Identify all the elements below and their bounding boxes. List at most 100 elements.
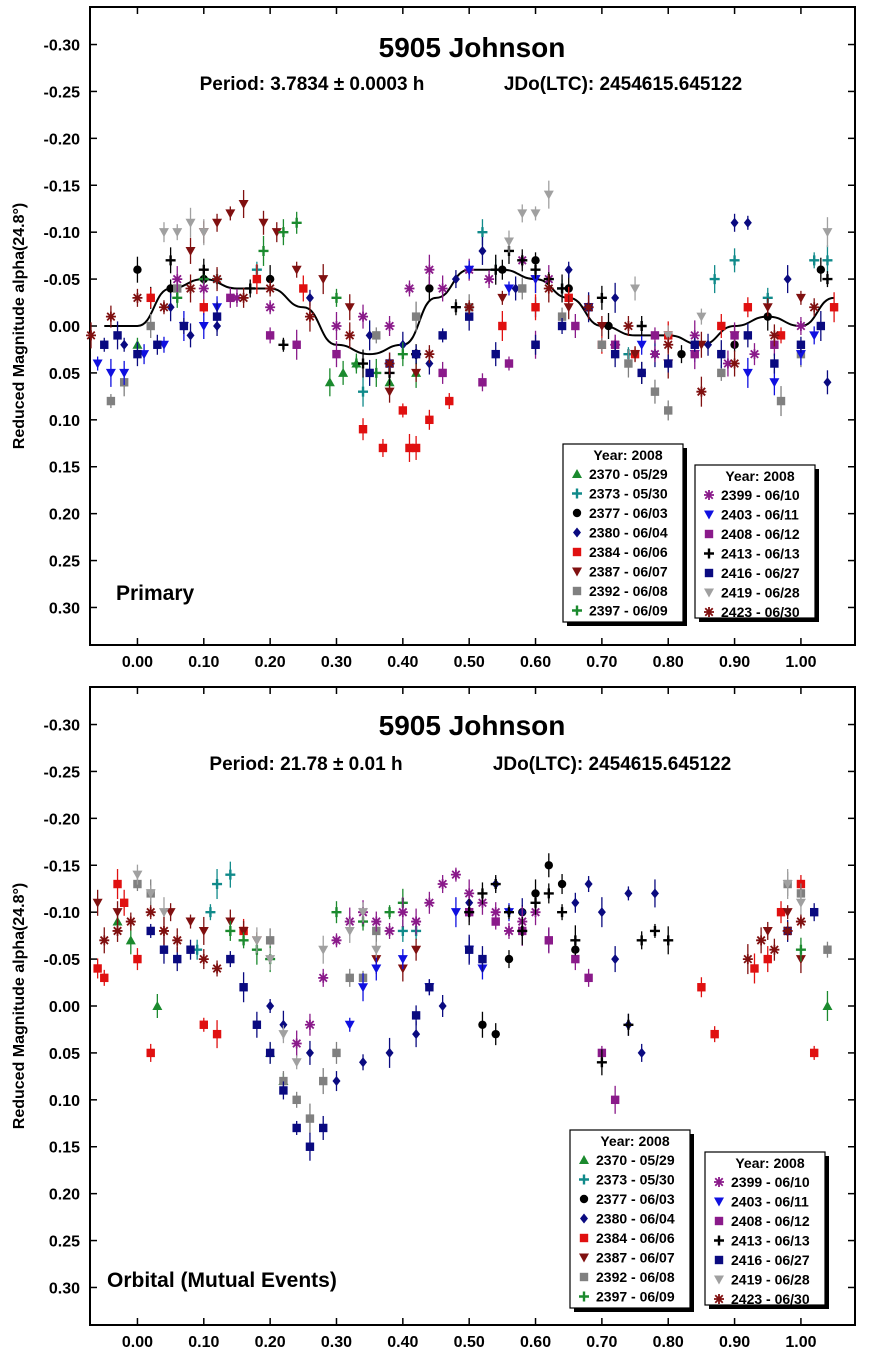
x-tick-label: 0.20 (255, 654, 286, 671)
y-tick-label: -0.30 (44, 718, 81, 735)
data-point (498, 321, 507, 331)
data-point (166, 284, 175, 293)
data-point (384, 925, 395, 936)
legend-marker (579, 1272, 589, 1282)
data-point (158, 925, 169, 936)
data-point (809, 255, 820, 266)
y-tick-label: 0.25 (49, 1234, 80, 1251)
data-point (584, 973, 593, 983)
data-point (319, 1123, 328, 1133)
data-point (411, 945, 422, 955)
x-tick-label: 0.10 (188, 654, 219, 671)
data-point (769, 330, 780, 341)
data-point (776, 331, 786, 340)
x-tick-label: 0.90 (719, 654, 750, 671)
y-tick-label: 0.10 (49, 1093, 80, 1110)
data-point (112, 908, 123, 918)
data-point (265, 1048, 275, 1058)
epoch-label: JDo(LTC): 2454615.645122 (504, 74, 742, 95)
data-point (450, 302, 461, 313)
data-point (291, 217, 302, 228)
data-point (385, 1047, 394, 1058)
data-point (92, 898, 103, 908)
data-point (358, 311, 369, 322)
data-point (584, 879, 593, 890)
data-point (464, 265, 475, 275)
data-point (570, 935, 581, 946)
data-point (384, 358, 395, 369)
data-point (717, 368, 726, 378)
legend-header: Year: 2008 (593, 447, 662, 463)
legend-entry: 2419 - 06/28 (721, 585, 800, 601)
data-point (544, 861, 553, 870)
data-point (730, 331, 739, 340)
data-point (304, 1019, 315, 1030)
data-point (266, 1001, 275, 1011)
data-point (490, 879, 501, 890)
data-point (518, 284, 527, 293)
data-point (332, 1048, 341, 1058)
data-point (596, 292, 607, 303)
data-point (596, 322, 607, 331)
data-point (491, 349, 500, 359)
data-point (238, 292, 249, 303)
chart-panel-1: -0.30 -0.25 -0.20 -0.15 -0.10 -0.05 0.00 0.05 0.… (11, 6, 856, 671)
series-2416-06/27 (100, 292, 826, 386)
data-point (822, 255, 833, 266)
data-point (742, 368, 753, 378)
data-point (185, 246, 196, 256)
data-point (185, 917, 196, 927)
y-tick-label: -0.20 (44, 811, 81, 828)
legend-entry: 2384 - 06/06 (589, 544, 668, 560)
data-point (331, 321, 342, 331)
y-tick-label: -0.30 (44, 38, 81, 55)
data-point (198, 264, 209, 275)
legend-marker (579, 1155, 589, 1164)
legend-marker (714, 1216, 724, 1226)
data-point (105, 368, 116, 378)
data-point (664, 359, 673, 368)
y-tick-label: 0.20 (49, 1187, 80, 1204)
epoch-label: JDo(LTC): 2454615.645122 (493, 754, 731, 775)
data-point (504, 954, 514, 964)
data-point (464, 312, 474, 321)
data-point (490, 264, 501, 275)
data-point (531, 303, 540, 312)
data-point (809, 1048, 819, 1058)
legend-marker (704, 490, 714, 500)
legend-entry: 2423 - 06/30 (731, 1291, 810, 1307)
legend-entry: 2416 - 06/27 (731, 1252, 810, 1268)
legend-marker (579, 1291, 589, 1302)
data-point (782, 925, 793, 936)
data-point (226, 954, 235, 964)
data-point (100, 973, 109, 983)
legend-marker (579, 1253, 589, 1263)
data-point (133, 265, 142, 274)
legend-marker (572, 508, 582, 518)
series-2419-06/28 (132, 864, 806, 1070)
data-point (563, 303, 574, 313)
data-point (305, 292, 314, 303)
data-point (795, 898, 806, 908)
data-point (795, 944, 806, 955)
data-point (709, 274, 720, 285)
data-point (437, 283, 448, 294)
legend-marker (572, 586, 582, 596)
data-point (371, 945, 382, 955)
legend-header: Year: 2008 (735, 1155, 804, 1171)
data-point (92, 359, 103, 369)
data-point (198, 322, 209, 331)
data-point (291, 1058, 302, 1068)
data-point (411, 349, 421, 359)
data-point (762, 303, 773, 313)
data-point (557, 321, 567, 331)
legend-entry: 2377 - 06/03 (596, 1191, 675, 1207)
data-point (623, 321, 634, 331)
data-point (231, 292, 242, 303)
data-point (172, 292, 183, 303)
data-point (145, 907, 156, 918)
legend-marker (572, 567, 582, 577)
data-point (258, 218, 269, 228)
data-point (650, 387, 660, 396)
data-point (291, 1038, 302, 1049)
